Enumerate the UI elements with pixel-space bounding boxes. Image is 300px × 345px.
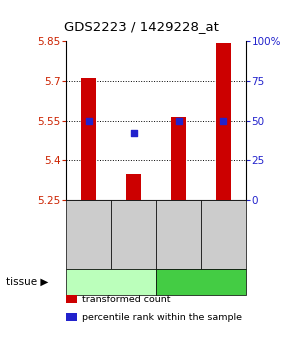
Bar <box>171 117 186 200</box>
Point <box>86 118 91 124</box>
Text: percentile rank within the sample: percentile rank within the sample <box>82 313 242 322</box>
Text: GSM82632: GSM82632 <box>174 210 183 259</box>
Text: GDS2223 / 1429228_at: GDS2223 / 1429228_at <box>64 20 219 33</box>
Text: ovary: ovary <box>95 277 127 287</box>
Bar <box>216 43 231 200</box>
Point <box>176 118 181 124</box>
Point <box>131 131 136 136</box>
Text: GSM82633: GSM82633 <box>219 210 228 259</box>
Text: GSM82631: GSM82631 <box>129 210 138 259</box>
Bar <box>81 78 96 200</box>
Text: transformed count: transformed count <box>82 295 170 304</box>
Text: tissue ▶: tissue ▶ <box>6 277 48 287</box>
Text: testis: testis <box>186 277 216 287</box>
Bar <box>126 174 141 200</box>
Text: GSM82630: GSM82630 <box>84 210 93 259</box>
Point <box>221 118 226 124</box>
